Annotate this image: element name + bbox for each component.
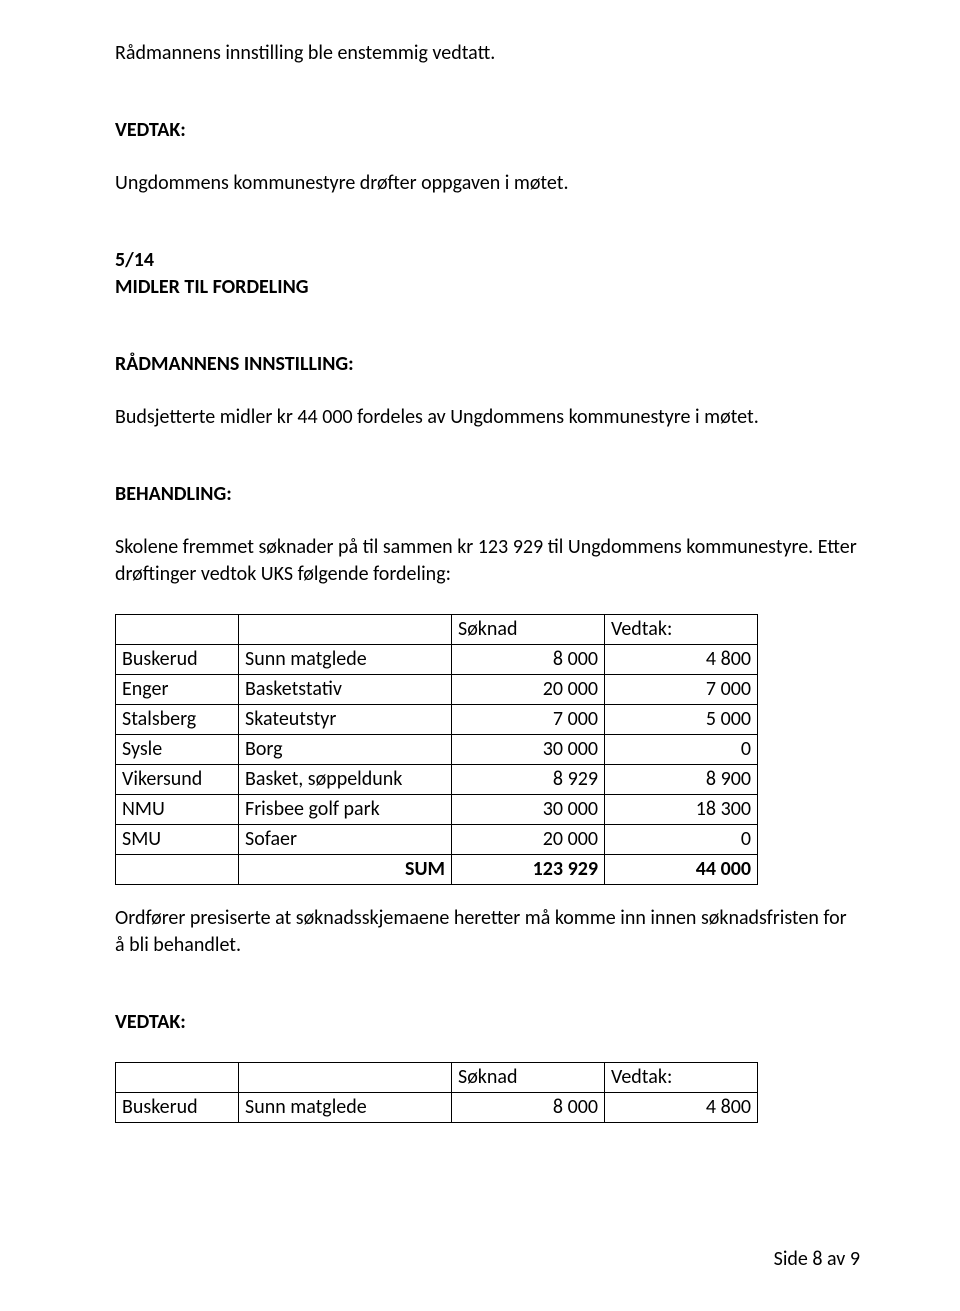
table-row: NMU Frisbee golf park 30 000 18 300 <box>116 795 758 825</box>
table-cell: 0 <box>605 735 758 765</box>
table-cell <box>239 615 452 645</box>
table-cell: Skateutstyr <box>239 705 452 735</box>
behandling-heading: BEHANDLING: <box>115 481 860 508</box>
vedtak-heading-2: VEDTAK: <box>115 1009 860 1036</box>
behandling-text: Skolene fremmet søknader på til sammen k… <box>115 534 860 588</box>
table-row: Stalsberg Skateutstyr 7 000 5 000 <box>116 705 758 735</box>
table-row: Buskerud Sunn matglede 8 000 4 800 <box>116 645 758 675</box>
item-number: 5/14 <box>115 247 860 274</box>
table-cell: 8 900 <box>605 765 758 795</box>
intro-paragraph: Rådmannens innstilling ble enstemmig ved… <box>115 40 860 67</box>
item-title: MIDLER TIL FORDELING <box>115 274 860 301</box>
vedtak-text-1: Ungdommens kommunestyre drøfter oppgaven… <box>115 170 860 197</box>
table-cell: Enger <box>116 675 239 705</box>
table-row: Sysle Borg 30 000 0 <box>116 735 758 765</box>
table-cell: 30 000 <box>452 795 605 825</box>
table-cell <box>116 1063 239 1093</box>
table-row: Enger Basketstativ 20 000 7 000 <box>116 675 758 705</box>
table-cell: 8 000 <box>452 645 605 675</box>
table-row: Vikersund Basket, søppeldunk 8 929 8 900 <box>116 765 758 795</box>
table-cell: Stalsberg <box>116 705 239 735</box>
table-cell: 30 000 <box>452 735 605 765</box>
table-cell: Buskerud <box>116 1093 239 1123</box>
table-cell: Vikersund <box>116 765 239 795</box>
table-header-vedtak: Vedtak: <box>605 615 758 645</box>
table-cell: Sysle <box>116 735 239 765</box>
table-cell: 20 000 <box>452 675 605 705</box>
table-cell: 0 <box>605 825 758 855</box>
table-sum-row: SUM 123 929 44 000 <box>116 855 758 885</box>
table-row: Buskerud Sunn matglede 8 000 4 800 <box>116 1093 758 1123</box>
table-cell: 7 000 <box>605 675 758 705</box>
table-cell: 4 800 <box>605 645 758 675</box>
table-cell: Basket, søppeldunk <box>239 765 452 795</box>
table-cell: Borg <box>239 735 452 765</box>
table-cell <box>116 615 239 645</box>
radmanns-text: Budsjetterte midler kr 44 000 fordeles a… <box>115 404 860 431</box>
fordeling-table-2: Søknad Vedtak: Buskerud Sunn matglede 8 … <box>115 1062 758 1123</box>
table-header-row: Søknad Vedtak: <box>116 1063 758 1093</box>
table-cell: Sunn matglede <box>239 1093 452 1123</box>
table-cell: Sofaer <box>239 825 452 855</box>
table-cell: Frisbee golf park <box>239 795 452 825</box>
table-header-soknad: Søknad <box>452 1063 605 1093</box>
radmanns-heading: RÅDMANNENS INNSTILLING: <box>115 351 860 378</box>
table-header-soknad: Søknad <box>452 615 605 645</box>
sum-soknad: 123 929 <box>452 855 605 885</box>
sum-label: SUM <box>239 855 452 885</box>
ordforer-text: Ordfører presiserte at søknadsskjemaene … <box>115 905 860 959</box>
table-row: SMU Sofaer 20 000 0 <box>116 825 758 855</box>
table-cell: 5 000 <box>605 705 758 735</box>
table-cell: 18 300 <box>605 795 758 825</box>
vedtak-heading-1: VEDTAK: <box>115 117 860 144</box>
table-cell: 8 929 <box>452 765 605 795</box>
table-cell: 7 000 <box>452 705 605 735</box>
table-cell <box>239 1063 452 1093</box>
page-footer: Side 8 av 9 <box>774 1246 860 1273</box>
table-cell: SMU <box>116 825 239 855</box>
table-header-vedtak: Vedtak: <box>605 1063 758 1093</box>
table-header-row: Søknad Vedtak: <box>116 615 758 645</box>
fordeling-table-1: Søknad Vedtak: Buskerud Sunn matglede 8 … <box>115 614 758 885</box>
table-cell: NMU <box>116 795 239 825</box>
table-cell: Sunn matglede <box>239 645 452 675</box>
table-cell: Buskerud <box>116 645 239 675</box>
table-cell: Basketstativ <box>239 675 452 705</box>
table-cell: 8 000 <box>452 1093 605 1123</box>
table-cell: 4 800 <box>605 1093 758 1123</box>
table-cell: 20 000 <box>452 825 605 855</box>
sum-vedtak: 44 000 <box>605 855 758 885</box>
table-cell <box>116 855 239 885</box>
